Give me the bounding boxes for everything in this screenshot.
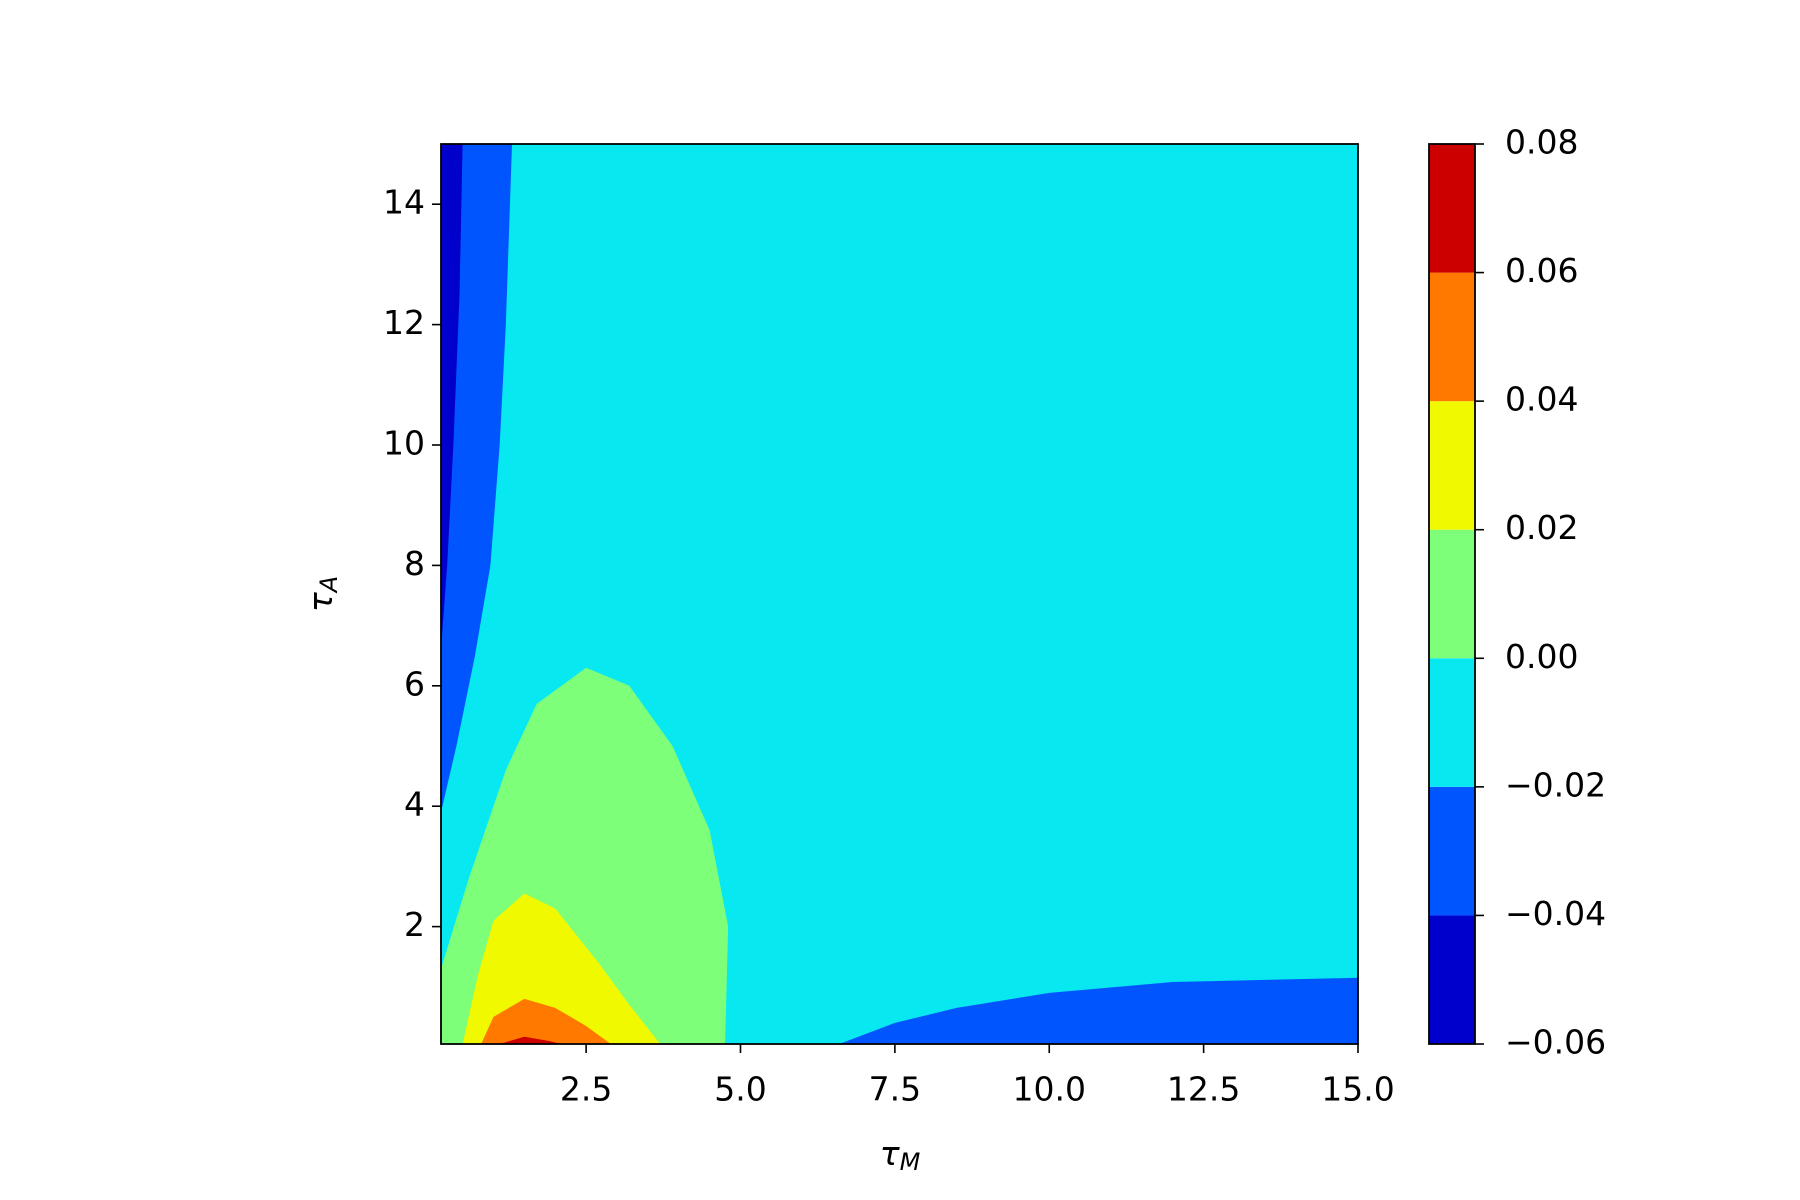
y-axis-label: τA (301, 576, 344, 612)
contour-region (481, 998, 611, 1044)
x-label-symbol: τ (880, 1134, 901, 1173)
x-tick-label: 7.5 (869, 1070, 921, 1109)
colorbar-tick-label: 0.08 (1505, 123, 1578, 162)
colorbar-band (1429, 144, 1475, 273)
x-tick-label: 12.5 (1167, 1070, 1240, 1109)
y-tick-label: 6 (404, 664, 425, 703)
colorbar-tick-label: 0.04 (1505, 380, 1578, 419)
contour-region (839, 977, 1358, 1044)
y-tick-label: 10 (383, 424, 425, 463)
contour-area (441, 144, 1358, 1044)
y-label-symbol: τ (301, 591, 340, 612)
colorbar-tick-label: 0.00 (1505, 637, 1578, 676)
y-tick-label: 2 (404, 905, 425, 944)
contour-region (499, 1036, 562, 1044)
y-tick-label: 12 (383, 303, 425, 342)
x-tick-label: 10.0 (1013, 1070, 1086, 1109)
x-tick-label: 15.0 (1321, 1070, 1394, 1109)
colorbar-band (1429, 529, 1475, 659)
colorbar-band (1429, 658, 1475, 787)
x-tick-label: 2.5 (560, 1070, 612, 1109)
plot-frame (440, 143, 1359, 1045)
colorbar-tick-label: 0.02 (1505, 508, 1578, 547)
colorbar-tick-label: −0.02 (1505, 765, 1606, 804)
colorbar-band (1429, 401, 1475, 530)
colorbar-tick-label: 0.06 (1505, 251, 1578, 290)
colorbar-band (1429, 915, 1475, 1044)
x-tick-label: 5.0 (714, 1070, 766, 1109)
y-tick-label: 4 (404, 785, 425, 824)
x-label-subscript: M (900, 1148, 921, 1176)
colorbar-frame (1428, 143, 1476, 1045)
y-label-subscript: A (315, 576, 343, 594)
colorbar-band (1429, 786, 1475, 916)
colorbar-band (1429, 272, 1475, 402)
contour-region (441, 144, 463, 650)
colorbar-tick-label: −0.04 (1505, 894, 1606, 933)
y-tick-label: 8 (404, 544, 425, 583)
x-axis-label: τM (880, 1134, 921, 1177)
y-tick-label: 14 (383, 183, 425, 222)
colorbar-tick-label: −0.06 (1505, 1023, 1606, 1062)
